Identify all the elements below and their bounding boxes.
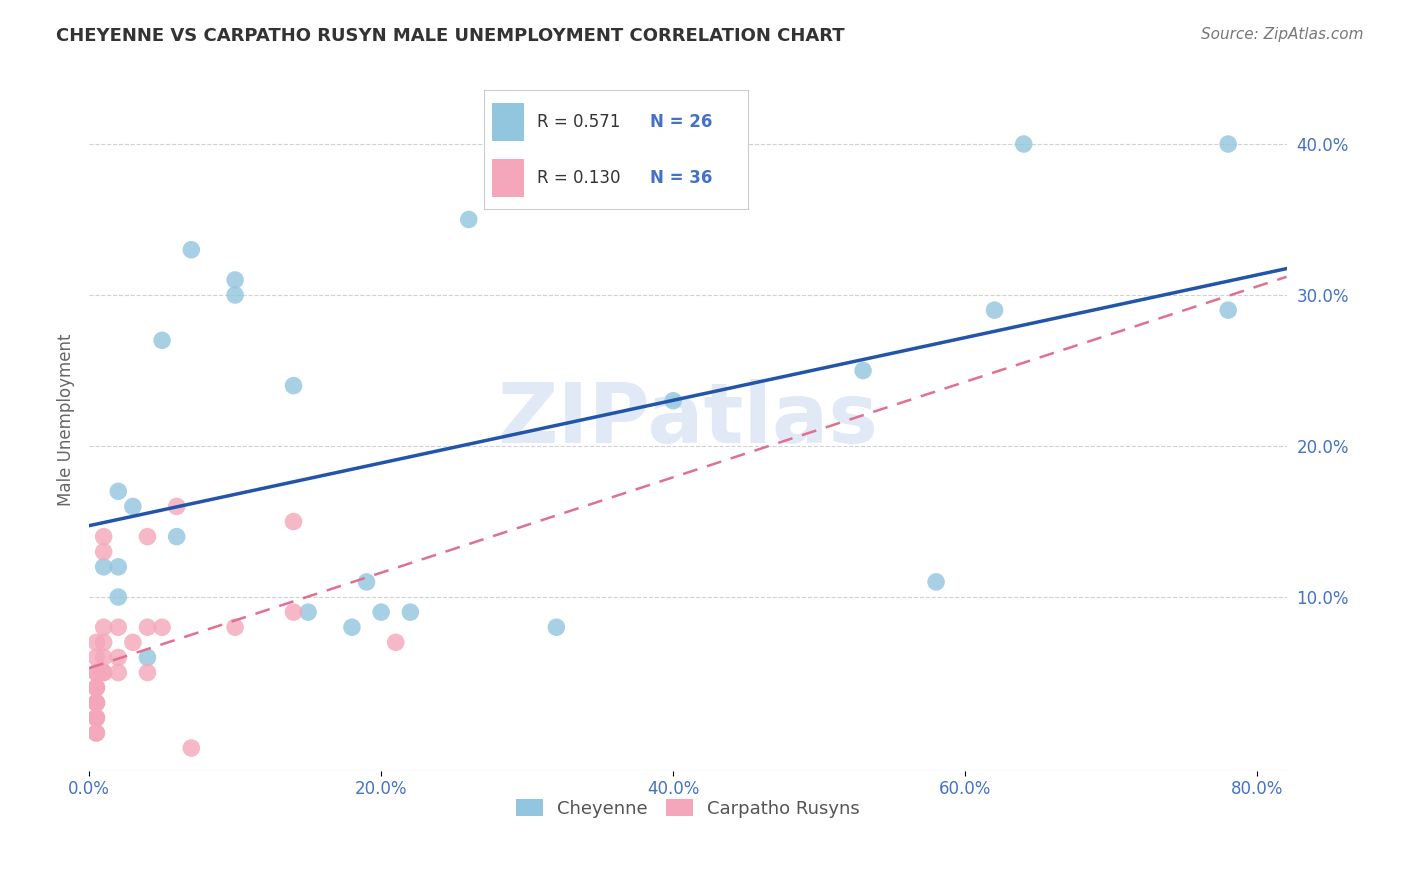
Point — [457, 212, 479, 227]
Point — [86, 635, 108, 649]
Point — [546, 620, 568, 634]
Point — [1218, 136, 1240, 151]
Point — [86, 726, 108, 740]
Point — [86, 711, 108, 725]
Point — [86, 696, 108, 710]
Point — [107, 484, 129, 499]
Point — [107, 590, 129, 604]
Point — [224, 288, 246, 302]
Point — [86, 711, 108, 725]
Point — [107, 620, 129, 634]
Point — [384, 635, 406, 649]
Point — [122, 500, 145, 514]
Point — [180, 741, 202, 756]
Point — [283, 515, 305, 529]
Text: CHEYENNE VS CARPATHO RUSYN MALE UNEMPLOYMENT CORRELATION CHART: CHEYENNE VS CARPATHO RUSYN MALE UNEMPLOY… — [56, 27, 845, 45]
Point — [224, 620, 246, 634]
Point — [86, 696, 108, 710]
Point — [86, 696, 108, 710]
Point — [136, 620, 159, 634]
Point — [93, 635, 115, 649]
Y-axis label: Male Unemployment: Male Unemployment — [58, 334, 75, 506]
Point — [399, 605, 422, 619]
Point — [150, 620, 173, 634]
Point — [136, 530, 159, 544]
Point — [340, 620, 363, 634]
Point — [86, 665, 108, 680]
Point — [86, 711, 108, 725]
Point — [1218, 303, 1240, 318]
Point — [925, 574, 948, 589]
Point — [86, 665, 108, 680]
Point — [283, 605, 305, 619]
Point — [166, 500, 188, 514]
Point — [107, 559, 129, 574]
Text: Source: ZipAtlas.com: Source: ZipAtlas.com — [1201, 27, 1364, 42]
Point — [136, 665, 159, 680]
Point — [93, 545, 115, 559]
Point — [93, 665, 115, 680]
Point — [86, 681, 108, 695]
Point — [93, 620, 115, 634]
Point — [1012, 136, 1035, 151]
Point — [983, 303, 1005, 318]
Point — [86, 681, 108, 695]
Point — [86, 726, 108, 740]
Point — [122, 635, 145, 649]
Legend: Cheyenne, Carpatho Rusyns: Cheyenne, Carpatho Rusyns — [509, 792, 868, 825]
Point — [370, 605, 392, 619]
Point — [86, 650, 108, 665]
Point — [86, 681, 108, 695]
Point — [107, 650, 129, 665]
Point — [93, 530, 115, 544]
Point — [150, 334, 173, 348]
Point — [852, 363, 875, 377]
Point — [180, 243, 202, 257]
Point — [136, 650, 159, 665]
Point — [297, 605, 319, 619]
Point — [107, 665, 129, 680]
Point — [224, 273, 246, 287]
Point — [93, 665, 115, 680]
Point — [356, 574, 378, 589]
Point — [166, 530, 188, 544]
Text: ZIPatlas: ZIPatlas — [498, 379, 879, 460]
Point — [93, 559, 115, 574]
Point — [93, 650, 115, 665]
Point — [662, 393, 685, 408]
Point — [283, 378, 305, 392]
